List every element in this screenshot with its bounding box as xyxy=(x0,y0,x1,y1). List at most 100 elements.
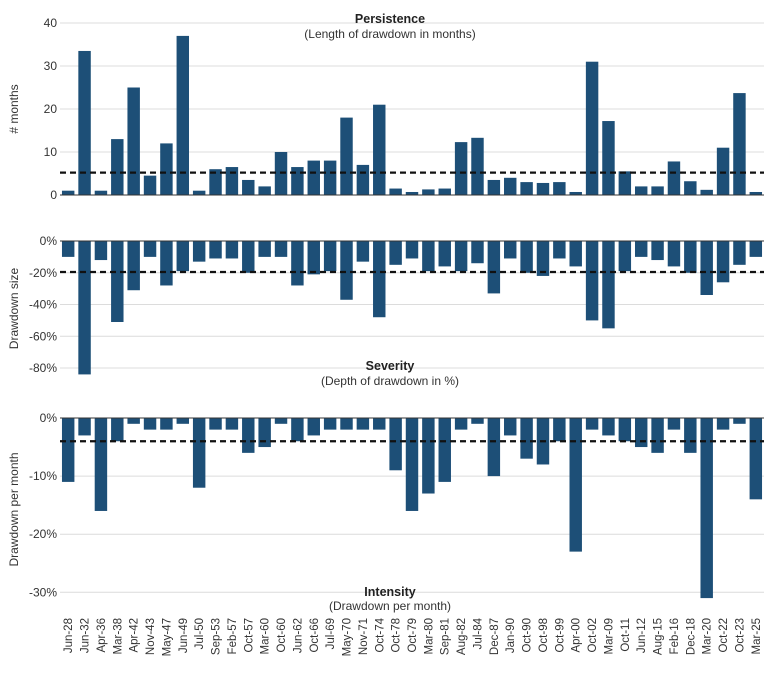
severity-bar-Jun-49 xyxy=(176,241,190,272)
persistence-panel: 0 10 20 30 40 Persistence(Length of drawdown … xyxy=(7,12,764,202)
intensity-bar-Mar-09 xyxy=(602,418,615,436)
severity-bar-Oct-78 xyxy=(389,241,402,265)
x-tick-label-Jul-50: Jul-50 xyxy=(194,618,206,649)
severity-bar-Dec-18 xyxy=(684,241,697,273)
severity-bar-Mar-25 xyxy=(749,241,763,257)
severity-bar-Jul-69 xyxy=(323,241,337,272)
persistence-y-tick-label: 30 xyxy=(44,59,58,73)
intensity-bar-Oct-99 xyxy=(553,418,566,442)
intensity-bar-Jun-12 xyxy=(634,418,648,448)
persistence-bar-Feb-57 xyxy=(225,167,239,195)
persistence-bar-Jun-62 xyxy=(291,167,304,195)
x-tick-label-Oct-74: Oct-74 xyxy=(374,617,386,652)
intensity-bar-Mar-60 xyxy=(258,418,271,448)
severity-bar-Apr-36 xyxy=(94,241,108,261)
severity-bar-May-70 xyxy=(340,241,353,300)
severity-bar-Jan-90 xyxy=(504,241,517,259)
intensity-bar-Nov-43 xyxy=(143,418,157,430)
x-tick-label-Jun-62: Jun-62 xyxy=(292,618,304,653)
intensity-bar-Sep-81 xyxy=(438,418,451,482)
intensity-bar-Mar-20 xyxy=(700,418,713,599)
x-tick-label-Mar-60: Mar-60 xyxy=(260,618,272,654)
persistence-bar-Mar-60 xyxy=(258,186,271,195)
intensity-title: Intensity xyxy=(364,585,415,599)
persistence-bar-Jun-28 xyxy=(61,190,75,195)
severity-bar-Oct-23 xyxy=(733,241,746,265)
x-tick-label-Apr-42: Apr-42 xyxy=(129,618,141,653)
severity-bar-Oct-79 xyxy=(405,241,419,259)
persistence-bar-Jun-32 xyxy=(78,50,91,196)
x-tick-label-Mar-20: Mar-20 xyxy=(702,618,714,654)
persistence-bar-Oct-22 xyxy=(716,147,730,195)
x-tick-label-Oct-02: Oct-02 xyxy=(587,618,599,653)
severity-bar-Mar-09 xyxy=(602,241,615,329)
intensity-bar-Mar-25 xyxy=(749,418,763,500)
persistence-bar-Oct-79 xyxy=(405,191,419,195)
persistence-bar-Jan-90 xyxy=(504,177,517,195)
x-tick-label-Nov-71: Nov-71 xyxy=(358,618,370,655)
severity-bar-Jun-28 xyxy=(61,241,75,257)
persistence-y-tick-label: 10 xyxy=(44,145,58,159)
severity-y-tick-label: -60% xyxy=(29,329,57,343)
severity-bar-Sep-81 xyxy=(438,241,451,267)
persistence-bar-Oct-11 xyxy=(618,171,632,195)
x-tick-label-Nov-43: Nov-43 xyxy=(145,618,157,655)
intensity-y-tick-label: -20% xyxy=(29,527,57,541)
x-tick-label-Jun-49: Jun-49 xyxy=(178,618,190,653)
persistence-y-axis-label: # months xyxy=(7,84,21,133)
intensity-bar-May-70 xyxy=(340,418,353,430)
persistence-bar-Jul-84 xyxy=(471,137,484,195)
x-tick-label-Oct-66: Oct-66 xyxy=(309,618,321,653)
intensity-bar-Jul-50 xyxy=(192,418,206,488)
severity-bar-Jun-32 xyxy=(78,241,91,375)
intensity-y-tick-label: 0% xyxy=(40,411,58,425)
severity-bar-Oct-66 xyxy=(307,241,320,275)
intensity-bar-Nov-71 xyxy=(356,418,370,430)
severity-y-tick-label: -40% xyxy=(29,298,57,312)
x-tick-label-Mar-38: Mar-38 xyxy=(112,618,124,654)
persistence-bar-Apr-00 xyxy=(569,191,582,195)
x-tick-label-Apr-36: Apr-36 xyxy=(96,618,108,653)
x-tick-label-Jan-90: Jan-90 xyxy=(505,618,517,653)
x-tick-label-Oct-57: Oct-57 xyxy=(243,618,255,653)
persistence-bar-Nov-71 xyxy=(356,164,370,195)
severity-bar-Oct-60 xyxy=(274,241,288,257)
persistence-bar-Oct-78 xyxy=(389,188,402,195)
intensity-bar-Dec-87 xyxy=(487,418,501,477)
x-tick-label-Jun-32: Jun-32 xyxy=(80,618,92,653)
persistence-bar-Jun-12 xyxy=(634,186,648,195)
persistence-bar-Mar-09 xyxy=(602,121,615,195)
intensity-bar-Oct-02 xyxy=(585,418,599,430)
persistence-bar-Mar-25 xyxy=(749,191,763,195)
intensity-bar-Oct-78 xyxy=(389,418,402,471)
x-tick-label-May-47: May-47 xyxy=(161,618,173,656)
persistence-bar-Oct-57 xyxy=(242,179,255,195)
intensity-bar-Aug-15 xyxy=(651,418,664,453)
persistence-bar-Mar-38 xyxy=(111,139,124,195)
x-tick-label-May-70: May-70 xyxy=(342,618,354,656)
x-tick-label-Oct-60: Oct-60 xyxy=(276,618,288,653)
persistence-bar-Oct-23 xyxy=(733,93,746,195)
intensity-bar-Oct-57 xyxy=(242,418,255,453)
persistence-bar-Oct-66 xyxy=(307,160,320,195)
persistence-bar-Aug-82 xyxy=(454,142,468,195)
severity-bar-Nov-71 xyxy=(356,241,370,262)
severity-y-axis-label: Drawdown size xyxy=(7,267,21,349)
severity-bar-Oct-57 xyxy=(242,241,255,273)
x-tick-label-Oct-98: Oct-98 xyxy=(538,618,550,653)
x-tick-label-Feb-57: Feb-57 xyxy=(227,618,239,654)
severity-bar-Sep-53 xyxy=(209,241,222,259)
x-tick-label-Mar-25: Mar-25 xyxy=(751,618,763,654)
intensity-bar-Jun-32 xyxy=(78,418,91,436)
intensity-bar-Aug-82 xyxy=(454,418,468,430)
severity-bar-Mar-60 xyxy=(258,241,271,257)
x-tick-label-Sep-53: Sep-53 xyxy=(211,618,223,655)
severity-bar-Oct-22 xyxy=(716,241,730,283)
intensity-bar-Apr-42 xyxy=(127,418,140,424)
severity-bar-May-47 xyxy=(160,241,173,286)
x-tick-label-Mar-80: Mar-80 xyxy=(423,618,435,654)
persistence-bar-Mar-80 xyxy=(422,189,435,195)
x-tick-label-Jul-69: Jul-69 xyxy=(325,618,337,649)
severity-bar-Nov-43 xyxy=(143,241,157,257)
persistence-bar-Oct-98 xyxy=(536,182,550,195)
